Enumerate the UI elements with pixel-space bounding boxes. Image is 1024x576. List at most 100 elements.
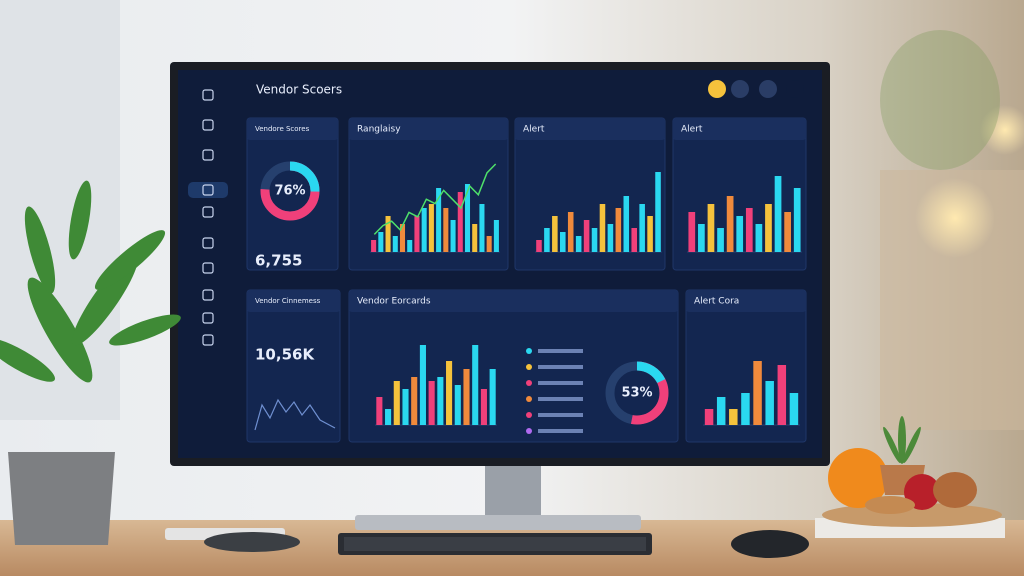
sidebar-icon[interactable] [202,334,214,346]
bar [755,224,763,252]
panel-header [349,290,678,312]
scenery [109,314,181,346]
scenery [865,496,915,514]
scenery [731,530,809,558]
bar [414,216,420,252]
bar [698,224,705,252]
bar [704,409,714,425]
scenery [204,532,300,552]
trend-line [373,163,497,235]
legend-text [538,349,583,353]
bar [436,188,442,252]
header-button[interactable] [731,80,749,98]
bar [480,389,487,425]
sidebar-icon[interactable] [202,89,214,101]
scenery [355,515,641,530]
bar [428,204,434,252]
legend-text [538,429,583,433]
sidebar-icon[interactable] [202,149,214,161]
bar [765,204,772,252]
bar [489,369,496,425]
scenery [0,180,181,383]
sidebar-icon[interactable] [202,262,214,274]
bar [402,389,409,425]
bar [623,196,630,252]
bar [793,188,801,252]
panel-title: Ranglaisy [357,125,401,135]
bar [784,212,791,252]
header-button[interactable] [759,80,777,98]
legend-text [538,413,583,417]
scenery [24,206,56,294]
scenery [485,462,541,520]
legend-text [538,397,583,401]
bar [454,385,461,425]
scenery [27,277,93,383]
sidebar-icon[interactable] [202,206,214,218]
bar [753,361,762,425]
bar [411,377,418,425]
sidebar-icon[interactable] [202,289,214,301]
donut-label: 76% [274,184,305,199]
scenery [8,452,115,545]
sidebar-icon[interactable] [202,312,214,324]
scenery [68,180,92,260]
bar [464,184,471,252]
bar [745,208,753,252]
sidebar-icon[interactable] [202,237,214,249]
panel-header [686,290,806,312]
bar [707,204,715,252]
bar [536,240,542,252]
sparkline [254,398,336,431]
header-button[interactable] [786,80,804,98]
bar [419,345,426,425]
bar [385,216,391,252]
legend-dot [526,348,532,354]
bar [615,208,622,252]
bar [378,232,384,252]
scenery [883,426,901,464]
bar [726,196,734,252]
metric: 6,755 [255,252,302,270]
bar [428,381,435,425]
scenery [344,537,646,551]
bar [493,220,499,252]
bar [774,176,782,252]
sidebar-active [188,182,228,198]
bar [607,224,614,252]
bar [765,381,774,425]
donut-accent [260,161,320,221]
bar [599,204,606,252]
panel-title: Vendor Eorcards [357,297,431,307]
scenery [898,416,906,464]
bar [716,397,726,425]
sidebar-icon[interactable] [202,119,214,131]
scenery [0,338,56,382]
legend-dot [526,380,532,386]
bar [472,224,478,252]
legend-dot [526,364,532,370]
bar [552,216,558,252]
header-button[interactable] [708,80,726,98]
sidebar-icon[interactable] [202,184,214,196]
bar [688,212,696,252]
scenery [94,230,166,290]
panel-title: Vendor Cinnemess [255,297,321,305]
panel-header [673,118,806,140]
bar [560,232,566,252]
bar [655,172,661,252]
bar [472,345,479,425]
bar [450,220,456,252]
bar [729,409,738,425]
scenery [903,426,921,464]
metric: 10,56K [255,346,315,364]
panel-title: Alert Cora [694,297,739,307]
bar [457,192,463,252]
scenery [933,472,977,508]
scenery [828,448,888,508]
bar [736,216,744,252]
panel-header [247,290,340,312]
panel-title: Vendore Scores [255,125,310,133]
